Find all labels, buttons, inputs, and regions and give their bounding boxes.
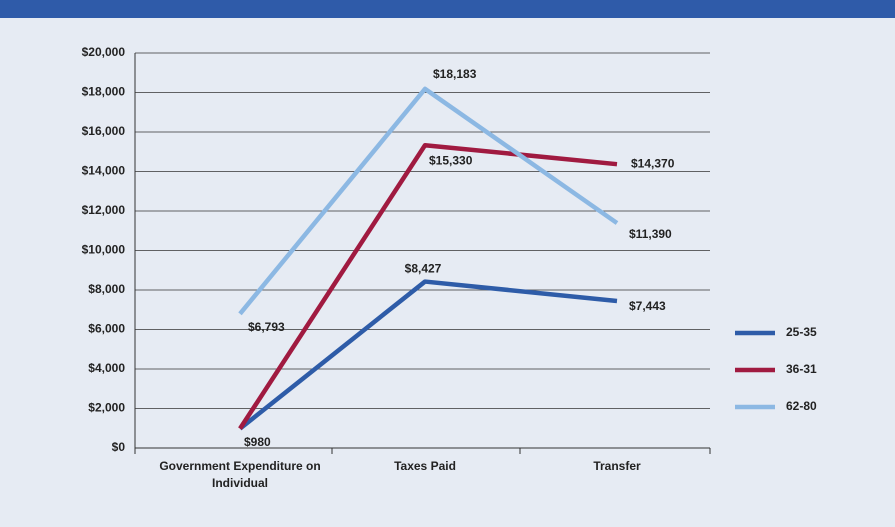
data-label: $11,390 [629, 227, 672, 241]
y-tick-label: $0 [112, 440, 126, 454]
legend-label: 25-35 [786, 325, 817, 339]
x-tick-label: Government Expenditure on Individual [159, 459, 321, 490]
header-bar [0, 0, 895, 18]
y-tick-label: $6,000 [88, 322, 125, 336]
y-tick-label: $4,000 [88, 361, 125, 375]
x-tick-label-text: Transfer [593, 459, 641, 473]
x-tick-label: Taxes Paid [394, 459, 456, 473]
y-tick-label: $14,000 [82, 164, 126, 178]
data-label: $18,183 [433, 67, 477, 81]
x-tick-label: Transfer [593, 459, 641, 473]
legend-label: 36-31 [786, 362, 817, 376]
series-line [238, 86, 619, 316]
y-tick-label: $18,000 [82, 85, 126, 99]
y-tick-label: $8,000 [88, 282, 125, 296]
data-label: $15,330 [429, 153, 473, 167]
series-line [238, 279, 618, 431]
data-label: $14,370 [631, 156, 675, 170]
data-label: $6,793 [248, 320, 285, 334]
x-tick-label-text: Taxes Paid [394, 459, 456, 473]
data-label: $7,443 [629, 299, 666, 313]
y-tick-label: $12,000 [82, 203, 126, 217]
legend-label: 62-80 [786, 399, 817, 413]
data-label: $980 [244, 435, 271, 449]
y-tick-label: $16,000 [82, 124, 126, 138]
series-line [238, 142, 618, 430]
y-tick-label: $10,000 [82, 243, 126, 257]
data-label: $8,427 [405, 262, 442, 276]
x-tick-label-text: Government Expenditure on Individual [159, 459, 321, 490]
y-tick-label: $2,000 [88, 401, 125, 415]
y-tick-label: $20,000 [82, 45, 126, 59]
